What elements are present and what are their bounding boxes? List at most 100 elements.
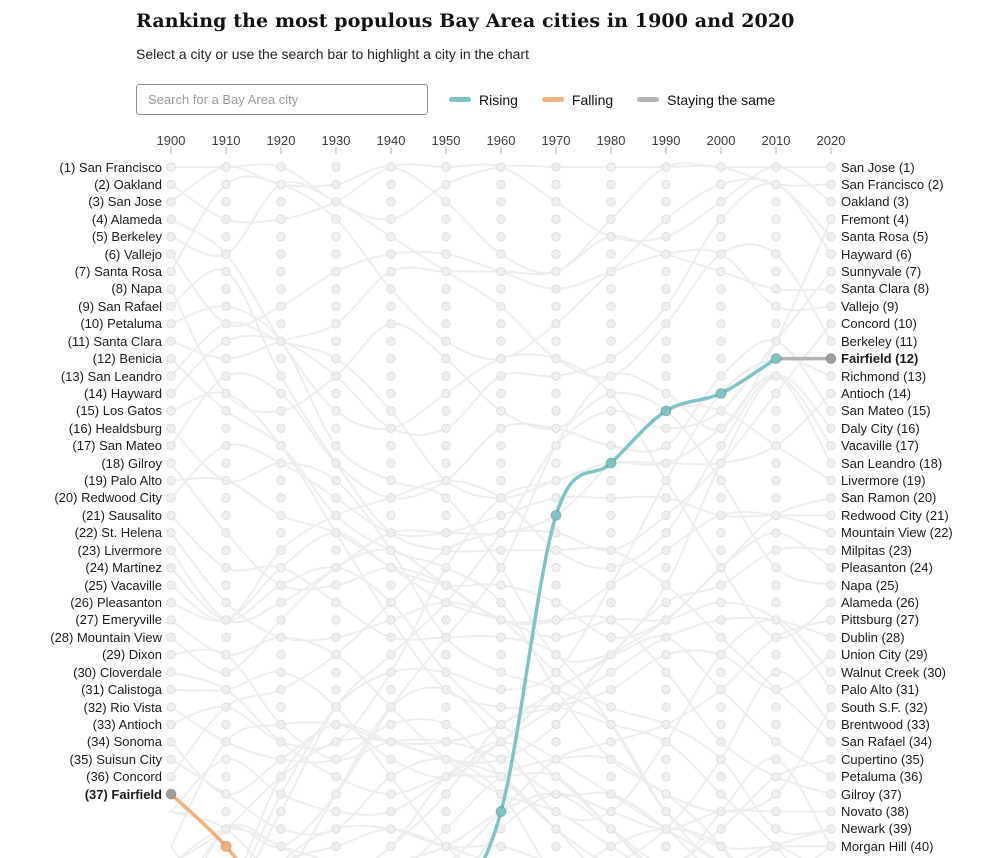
city-label-1900-hayward[interactable]: (14) Hayward (83, 385, 162, 401)
city-label-1900-san-francisco[interactable]: (1) San Francisco (59, 159, 162, 175)
grid-dot (826, 406, 836, 416)
city-label-2020-vacaville[interactable]: Vacaville (17) (841, 438, 919, 454)
grid-dot (331, 214, 341, 224)
city-line-south-s-f-[interactable] (171, 706, 832, 858)
grid-dot (386, 179, 396, 190)
grid-dot (771, 406, 781, 416)
city-label-2020-san-jose[interactable]: San Jose (1) (841, 159, 915, 175)
grid-dot (551, 371, 561, 381)
city-line-berkeley[interactable] (170, 181, 832, 379)
city-label-2020-pleasanton[interactable]: Pleasanton (24) (841, 560, 933, 576)
city-label-1900-petaluma[interactable]: (10) Petaluma (80, 316, 162, 332)
city-label-2020-morgan-hill[interactable]: Morgan Hill (40) (841, 838, 934, 854)
grid-dot (826, 197, 836, 207)
city-label-2020-santa-clara[interactable]: Santa Clara (8) (841, 281, 930, 297)
city-label-2020-south-s-f-[interactable]: South S.F. (32) (841, 699, 928, 715)
city-label-2020-novato[interactable]: Novato (38) (841, 804, 909, 820)
city-label-2020-fairfield[interactable]: Fairfield (12) (841, 351, 919, 367)
city-label-1900-concord[interactable]: (36) Concord (86, 769, 162, 785)
city-label-1900-los-gatos[interactable]: (15) Los Gatos (76, 403, 162, 419)
city-label-1900-calistoga[interactable]: (31) Calistoga (81, 682, 162, 698)
city-label-1900-alameda[interactable]: (4) Alameda (91, 211, 162, 227)
city-label-2020-antioch[interactable]: Antioch (14) (841, 385, 912, 401)
city-label-2020-livermore[interactable]: Livermore (19) (841, 473, 926, 489)
city-label-2020-cupertino[interactable]: Cupertino (35) (841, 751, 925, 767)
city-label-2020-walnut-creek[interactable]: Walnut Creek (30) (841, 664, 946, 680)
city-label-1900-cloverdale[interactable]: (30) Cloverdale (73, 664, 162, 680)
city-label-1900-dixon[interactable]: (29) Dixon (102, 647, 162, 663)
city-label-2020-santa-rosa[interactable]: Santa Rosa (5) (841, 229, 929, 245)
city-label-1900-pleasanton[interactable]: (26) Pleasanton (70, 595, 162, 610)
city-label-2020-alameda[interactable]: Alameda (26) (841, 595, 920, 610)
city-label-1900-rio-vista[interactable]: (32) Rio Vista (83, 699, 162, 715)
city-label-1900-napa[interactable]: (8) Napa (111, 281, 162, 297)
city-label-1900-suisun-city[interactable]: (35) Suisun City (69, 751, 162, 767)
city-label-1900-vacaville[interactable]: (25) Vacaville (84, 577, 162, 593)
grid-dot (826, 562, 836, 573)
city-line-brentwood[interactable] (171, 670, 832, 858)
highlight-segment-falling[interactable] (169, 792, 391, 858)
city-label-1900-oakland[interactable]: (2) Oakland (94, 176, 162, 192)
city-label-1900-san-mateo[interactable]: (17) San Mateo (72, 438, 162, 454)
city-label-1900-san-jose[interactable]: (3) San Jose (88, 194, 162, 210)
city-label-2020-oakland[interactable]: Oakland (3) (841, 194, 909, 210)
city-label-1900-sausalito[interactable]: (21) Sausalito (81, 507, 162, 523)
city-label-1900-antioch[interactable]: (33) Antioch (92, 716, 162, 732)
city-label-1900-santa-clara[interactable]: (11) Santa Clara (67, 333, 162, 349)
city-label-1900-berkeley[interactable]: (5) Berkeley (91, 229, 162, 245)
city-label-2020-san-ramon[interactable]: San Ramon (20) (841, 490, 937, 506)
city-label-2020-san-leandro[interactable]: San Leandro (18) (841, 455, 943, 471)
city-label-2020-daly-city[interactable]: Daly City (16) (841, 420, 920, 436)
city-line-san-francisco[interactable] (170, 163, 832, 221)
city-label-2020-palo-alto[interactable]: Palo Alto (31) (841, 682, 920, 698)
city-label-2020-redwood-city[interactable]: Redwood City (21) (841, 507, 949, 523)
grid-dot (606, 545, 616, 555)
city-label-2020-gilroy[interactable]: Gilroy (37) (841, 786, 902, 802)
city-line-rio-vista[interactable] (170, 706, 831, 858)
city-label-2020-petaluma[interactable]: Petaluma (36) (841, 769, 923, 785)
grid-dot (221, 249, 231, 259)
city-label-2020-brentwood[interactable]: Brentwood (33) (841, 716, 930, 732)
city-label-2020-san-rafael[interactable]: San Rafael (34) (841, 734, 933, 750)
city-line-redwood-city[interactable] (170, 443, 832, 538)
city-label-1900-gilroy[interactable]: (18) Gilroy (101, 455, 162, 471)
grid-dot (276, 179, 286, 190)
city-label-1900-san-rafael[interactable]: (9) San Rafael (78, 298, 162, 314)
city-label-2020-milpitas[interactable]: Milpitas (23) (841, 542, 912, 558)
city-label-1900-redwood-city[interactable]: (20) Redwood City (54, 490, 162, 506)
city-label-2020-newark[interactable]: Newark (39) (841, 821, 912, 837)
city-label-1900-benicia[interactable]: (12) Benicia (92, 351, 162, 367)
city-label-2020-vallejo[interactable]: Vallejo (9) (841, 298, 899, 314)
city-label-1900-st-helena[interactable]: (22) St. Helena (74, 525, 162, 541)
city-label-2020-union-city[interactable]: Union City (29) (841, 647, 928, 663)
city-label-2020-hayward[interactable]: Hayward (6) (841, 246, 912, 262)
city-label-2020-mountain-view[interactable]: Mountain View (22) (841, 525, 953, 541)
city-label-2020-san-francisco[interactable]: San Francisco (2) (841, 176, 944, 192)
city-label-2020-san-mateo[interactable]: San Mateo (15) (841, 403, 931, 419)
city-label-1900-fairfield[interactable]: (37) Fairfield (84, 786, 162, 802)
city-label-2020-pittsburg[interactable]: Pittsburg (27) (841, 612, 920, 628)
city-label-1900-healdsburg[interactable]: (16) Healdsburg (68, 420, 162, 436)
city-label-2020-fremont[interactable]: Fremont (4) (841, 211, 909, 227)
city-label-1900-emeryville[interactable]: (27) Emeryville (75, 612, 162, 628)
city-label-1900-martinez[interactable]: (24) Martinez (85, 560, 162, 576)
city-label-1900-vallejo[interactable]: (6) Vallejo (104, 246, 162, 262)
city-label-2020-richmond[interactable]: Richmond (13) (841, 368, 927, 384)
city-label-1900-sonoma[interactable]: (34) Sonoma (86, 734, 162, 750)
city-label-2020-napa[interactable]: Napa (25) (841, 577, 899, 593)
grid-dot (771, 650, 781, 660)
city-label-2020-dublin[interactable]: Dublin (28) (841, 629, 905, 645)
grid-dot (551, 493, 561, 503)
grid-dot (221, 493, 231, 503)
city-search-input[interactable] (136, 84, 428, 115)
city-label-1900-livermore[interactable]: (23) Livermore (77, 542, 162, 558)
city-label-2020-concord[interactable]: Concord (10) (841, 316, 917, 332)
highlight-segment-rising[interactable] (391, 356, 778, 858)
city-label-1900-santa-rosa[interactable]: (7) Santa Rosa (74, 264, 162, 280)
city-label-2020-berkeley[interactable]: Berkeley (11) (841, 333, 918, 349)
city-label-1900-san-leandro[interactable]: (13) San Leandro (60, 368, 162, 384)
city-label-2020-sunnyvale[interactable]: Sunnyvale (7) (841, 264, 922, 280)
city-label-1900-mountain-view[interactable]: (28) Mountain View (50, 629, 162, 645)
grid-dot (496, 231, 506, 242)
city-label-1900-palo-alto[interactable]: (19) Palo Alto (83, 473, 162, 489)
